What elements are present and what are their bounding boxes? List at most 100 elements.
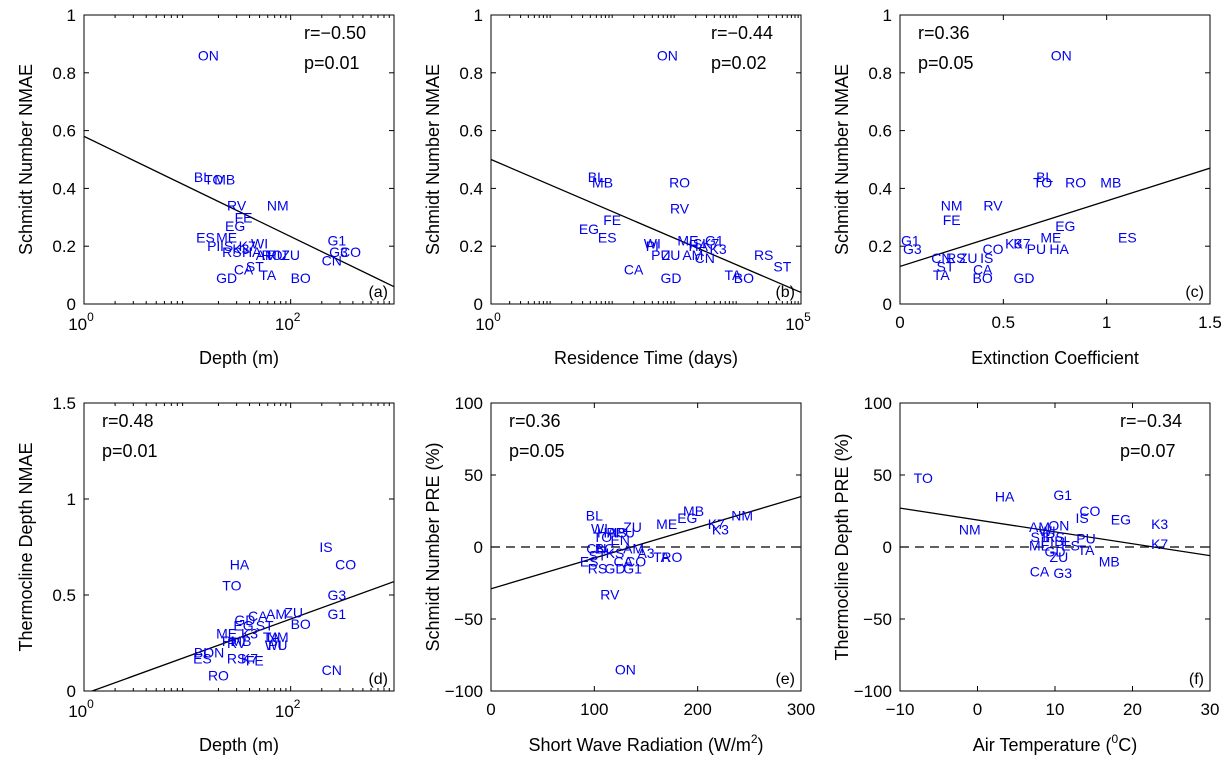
x-tick-label: 100 (68, 697, 94, 721)
regression-line (491, 495, 801, 590)
x-tick-base: 10 (275, 702, 294, 721)
data-point-label: BC (595, 540, 614, 556)
data-point-label: TA (653, 549, 671, 565)
y-axis-label: Thermocline Depth PRE (%) (832, 433, 852, 660)
data-point-label: ME (1029, 538, 1050, 554)
y-tick-label: 0.4 (52, 179, 76, 198)
y-axis-label: Schmidt Number NMAE (832, 64, 852, 255)
data-point-label: RV (600, 587, 620, 603)
x-tick-label: 200 (683, 700, 711, 719)
data-point-label: BL (194, 645, 211, 661)
data-point-label: TO (593, 529, 612, 545)
data-point-label: EG (579, 221, 599, 237)
data-point-label: G1 (328, 232, 347, 248)
data-point-label: RS (222, 244, 241, 260)
y-tick-label: 1 (67, 490, 76, 509)
data-point-label: CA (973, 261, 993, 277)
data-point-label: ST (256, 618, 274, 634)
data-point-label: K7 (241, 650, 258, 666)
data-point-label: RV (983, 198, 1003, 214)
data-point-label: ST (773, 258, 791, 274)
x-tick-label: 300 (787, 700, 815, 719)
data-point-label: ME (216, 230, 237, 246)
data-point-label: RV (670, 201, 690, 217)
y-tick-label: 0.2 (52, 237, 76, 256)
data-point-label: ZU (284, 604, 303, 620)
data-point-label: BO (734, 270, 754, 286)
x-axis-label-suffix: C) (1118, 735, 1137, 755)
x-axis-label: Residence Time (days) (554, 348, 738, 368)
data-point-label: RV (227, 198, 247, 214)
data-point-label: K7 (702, 235, 719, 251)
x-tick-label: 0 (973, 700, 982, 719)
data-point-label: IS (220, 238, 233, 254)
p-value: p=0.02 (711, 53, 767, 73)
x-tick-label: 100 (580, 700, 608, 719)
data-point-label: ST (937, 258, 955, 274)
data-point-label: MB (1100, 175, 1121, 191)
x-axis-label-superscript: 2 (751, 732, 758, 746)
data-point-label: NM (267, 198, 289, 214)
data-point-label: BL (588, 169, 605, 185)
data-point-label: K7 (1151, 536, 1168, 552)
data-point-label: A3 (637, 545, 654, 561)
x-axis-label-text: Extinction Coefficient (971, 348, 1139, 368)
data-point-label: GD (1014, 270, 1035, 286)
data-point-label: G3 (328, 587, 347, 603)
data-point-label: CN (695, 250, 715, 266)
x-tick-exponent: 5 (804, 310, 811, 324)
x-axis-label-text: Residence Time (days) (554, 348, 738, 368)
data-point-label: CA (234, 261, 254, 277)
data-point-label: WI (251, 235, 268, 251)
data-point-label: NM (731, 507, 753, 523)
data-point-label: KS (606, 545, 625, 561)
data-point-label: CN (931, 250, 951, 266)
x-axis-label-text: Short Wave Radiation (W/m (528, 735, 750, 755)
correlation-r: r=0.36 (509, 411, 561, 431)
p-value: p=0.05 (509, 441, 565, 461)
y-tick-label: 0.2 (459, 237, 483, 256)
data-point-label: BO (291, 270, 311, 286)
data-point-label: G1 (1053, 487, 1072, 503)
data-point-label: BO (973, 270, 993, 286)
x-tick-label: −10 (886, 700, 915, 719)
data-point-label: K3 (232, 241, 249, 257)
y-tick-label: 0.4 (868, 179, 892, 198)
data-point-label: BL (586, 507, 603, 523)
y-tick-label: 0 (883, 538, 892, 557)
data-point-label: ZU (281, 247, 300, 263)
x-tick-label: 102 (275, 310, 301, 334)
panel-tag: (e) (775, 671, 795, 688)
x-tick-exponent: 0 (494, 310, 501, 324)
data-point-label: IS (614, 525, 627, 541)
y-tick-label: 0 (474, 538, 483, 557)
x-axis-label-text: Depth (m) (199, 348, 279, 368)
y-axis-label: Schmidt Number PRE (%) (423, 442, 443, 651)
data-point-label: ST (246, 258, 264, 274)
y-tick-label: 1 (67, 6, 76, 25)
data-point-label: RS (588, 561, 607, 577)
data-point-label: CA (1030, 563, 1050, 579)
y-tick-label: −100 (854, 682, 892, 701)
x-tick-exponent: 0 (87, 697, 94, 711)
x-tick-exponent: 0 (87, 310, 94, 324)
x-tick-base: 10 (68, 315, 87, 334)
data-point-label: ME (216, 625, 237, 641)
data-point-label: CA (624, 261, 644, 277)
data-point-label: K3 (1151, 516, 1168, 532)
x-tick-label: 0.5 (992, 313, 1016, 332)
regression-line (91, 580, 394, 691)
data-point-label: ES (1118, 230, 1137, 246)
p-value: p=0.05 (918, 53, 974, 73)
x-tick-exponent: 2 (294, 697, 301, 711)
data-point-label: ON (615, 661, 636, 677)
data-point-label: K3 (241, 625, 258, 641)
data-point-label: ZU (662, 247, 681, 263)
y-axis-label: Schmidt Number NMAE (16, 64, 36, 255)
data-point-label: HA (230, 556, 250, 572)
data-point-label: ME (677, 232, 698, 248)
data-point-label: ES (580, 553, 599, 569)
x-tick-base: 10 (785, 315, 804, 334)
